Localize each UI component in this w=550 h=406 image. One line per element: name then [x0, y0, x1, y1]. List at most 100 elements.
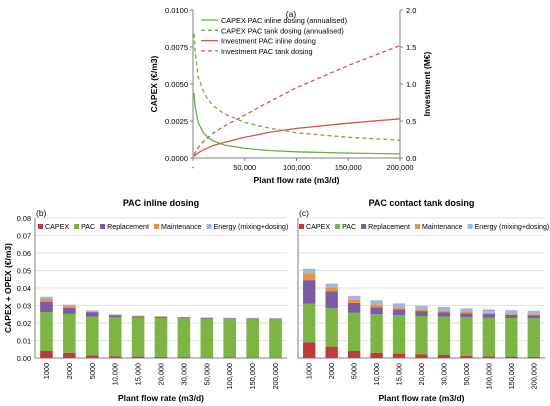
panel-b-bar-segment — [131, 356, 145, 358]
panel-c-bar-segment — [482, 314, 496, 318]
panel-b-bar-segment — [246, 318, 259, 358]
panel-b-x-tick-label: 10,000 — [111, 363, 120, 385]
panel-a-y-tick-label: 0.0100 — [165, 6, 188, 15]
panel-a-legend-label: Investment PAC inline dosing — [221, 37, 316, 46]
panel-a-x-tick-label: - — [192, 163, 195, 172]
panel-c-bar-segment — [437, 306, 451, 311]
panel-c-bar-segment — [347, 312, 361, 351]
panel-c-legend-swatch — [414, 224, 420, 229]
panel-a-y-axis-title: CAPEX (€/m3) — [149, 55, 159, 112]
panel-b-legend-label: Maintenance — [161, 223, 202, 231]
panel-b-y-tick-label: 0.05 — [17, 267, 31, 276]
panel-c-bar-segment — [482, 309, 496, 313]
panel-a-y2-tick-label: 0.5 — [406, 117, 416, 126]
panel-a-legend: CAPEX PAC inline dosing (annualised)CAPE… — [201, 16, 347, 56]
panel-b-bar-segment — [200, 357, 214, 358]
panel-c-bar-segment — [370, 300, 383, 305]
panel-c-bar-segment — [392, 315, 406, 354]
panel-c-bar-segment — [505, 314, 518, 319]
panel-c-bar-segment — [415, 305, 428, 310]
panel-a-legend-label: Investment PAC tank dosing — [221, 47, 313, 56]
panel-c-bar-segment — [325, 287, 338, 292]
panel-a-series-line-2 — [193, 33, 401, 141]
panel-c-legend-label: Maintenance — [422, 223, 463, 231]
panel-b-bar-segment — [246, 318, 259, 319]
panel-b-bar-segment — [40, 299, 53, 302]
panel-c-stacked-bar-chart: 1000 2000 5000 10,000 15,000 20,000 30,000 50,0… — [297, 198, 549, 403]
panel-c-bar-segment — [527, 356, 540, 358]
panel-c-bar-segment — [460, 355, 473, 358]
panel-c-bar-segment — [527, 310, 540, 315]
panel-b-y-tick-label: 0.08 — [17, 214, 31, 223]
panel-b-bar-segment — [63, 313, 76, 353]
panel-a-y2-tick-label: 1.0 — [406, 80, 416, 89]
panel-c-bar-segment — [460, 313, 473, 318]
panel-b-stacked-bar-chart: 0.00 0.01 0.02 0.03 0.04 0.05 0.06 0.07 0.08 1000… — [3, 198, 288, 403]
panel-b-x-tick-label: 150,000 — [248, 363, 257, 389]
panel-c-bar-segment — [303, 280, 316, 304]
panel-c-legend: CAPEX PAC Replacement Maintenance Energy (mi… — [299, 223, 549, 231]
panel-c-bar-segment — [505, 313, 518, 315]
panel-b-legend-swatch — [153, 224, 159, 229]
panel-b-x-tick-label: 15,000 — [134, 363, 143, 385]
panel-c-bar-segment — [482, 317, 496, 357]
panel-c-bar-segment — [527, 318, 540, 357]
panel-c-x-tick-label: 1000 — [305, 363, 314, 379]
panel-b-label: (b) — [36, 208, 47, 218]
panel-a-series-line-4 — [193, 44, 401, 156]
panel-b-legend-label: Replacement — [107, 223, 149, 231]
panel-b-bar-segment — [85, 355, 99, 359]
panel-c-x-tick-label: 15,000 — [395, 363, 404, 385]
panel-c-bar-segment — [370, 352, 383, 358]
panel-c-legend-label: CAPEX — [306, 223, 330, 231]
panel-c-title: PAC contact tank dosing — [369, 198, 475, 208]
panel-b-bar-segment — [63, 304, 76, 307]
panel-c-legend-swatch — [467, 224, 473, 229]
panel-c-legend-swatch — [299, 224, 304, 229]
panel-a-series-line-3 — [193, 118, 401, 157]
panel-c-legend-swatch — [361, 224, 367, 229]
panel-c-bar-segment — [347, 351, 361, 358]
panel-b-bar-segment — [269, 318, 282, 358]
panel-c-bar-segment — [505, 356, 518, 358]
panel-c-x-tick-label: 2000 — [327, 363, 336, 379]
panel-c-x-tick-label: 10,000 — [372, 363, 381, 385]
panel-c-legend-swatch — [335, 224, 341, 229]
panel-c-bar-segment — [347, 302, 361, 313]
panel-a-x-tick-label: 50,000 — [233, 163, 256, 172]
panel-b-legend-swatch — [100, 224, 106, 229]
panel-b-bar-segment — [85, 311, 99, 313]
panel-c-bar-segment — [325, 291, 338, 309]
panel-c-bar-segment — [505, 310, 518, 314]
panel-c-bar-segment — [415, 354, 428, 358]
panel-b-y-tick-label: 0.04 — [17, 284, 31, 293]
panel-b-y-tick-label: 0.06 — [17, 249, 31, 258]
panel-c-bar-segment — [437, 355, 451, 358]
panel-a-y-tick-label: 0.0000 — [165, 154, 188, 163]
panel-b-bar-segment — [131, 317, 145, 357]
panel-c-bar-segment — [370, 314, 383, 353]
panel-b-x-tick-label: 1000 — [42, 363, 51, 379]
panel-b-x-tick-label: 5000 — [88, 363, 97, 379]
panel-c-bar-segment — [347, 299, 361, 303]
panel-b-legend: CAPEX PAC Replacement Maintenance Energy (mi… — [38, 223, 288, 231]
panel-b-bar-segment — [63, 307, 76, 314]
panel-c-legend-label: Energy (mixing+dosing) — [475, 223, 550, 231]
panel-b-legend-swatch — [74, 224, 80, 229]
panel-a-x-tick-label: 150,000 — [335, 163, 362, 172]
panel-a-x-axis-title: Plant flow rate (m3/d) — [254, 175, 340, 185]
panel-b-y-tick-label: 0.02 — [17, 319, 31, 328]
panel-c-legend-label: PAC — [342, 223, 356, 231]
panel-a-label: (a) — [286, 9, 297, 19]
panel-c-bar-segment — [505, 318, 518, 357]
panel-b-y-tick-label: 0.01 — [17, 337, 31, 346]
panel-c-bar-segment — [303, 274, 316, 281]
panel-c-label: (c) — [299, 208, 309, 218]
panel-b-bar-segment — [40, 301, 53, 313]
panel-b-bar-segment — [131, 316, 145, 318]
panel-c-x-tick-label: 30,000 — [440, 363, 449, 385]
panel-a-y-tick-label: 0.0050 — [165, 80, 188, 89]
panel-b-x-tick-label: 20,000 — [157, 363, 166, 385]
panel-b-legend-swatch — [38, 224, 43, 229]
